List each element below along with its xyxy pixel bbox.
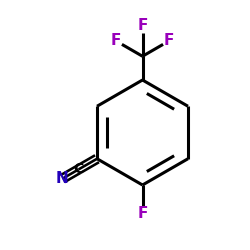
Text: F: F <box>137 206 148 221</box>
Text: N: N <box>56 171 69 186</box>
Text: F: F <box>164 34 174 48</box>
Text: F: F <box>111 34 121 48</box>
Text: C: C <box>74 162 84 176</box>
Text: F: F <box>137 18 148 32</box>
